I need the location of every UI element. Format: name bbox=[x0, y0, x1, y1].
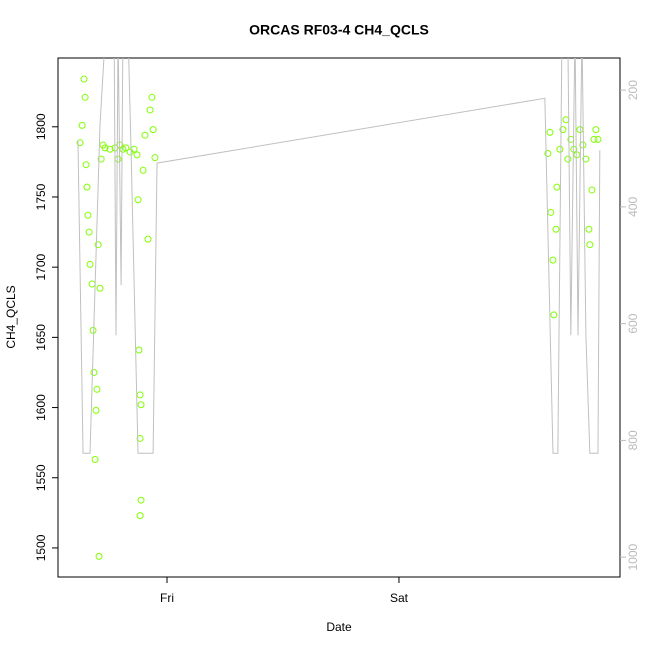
point bbox=[136, 512, 144, 520]
point bbox=[585, 225, 593, 233]
point bbox=[576, 126, 584, 134]
y2-tick-label: 200 bbox=[626, 80, 640, 100]
y2-tick-label: 1000 bbox=[626, 543, 640, 570]
point bbox=[89, 326, 97, 334]
point bbox=[137, 496, 145, 504]
point bbox=[144, 235, 152, 243]
point bbox=[564, 155, 572, 163]
point bbox=[82, 161, 90, 169]
point bbox=[586, 241, 594, 249]
x-axis-label: Date bbox=[326, 620, 352, 634]
point bbox=[149, 126, 157, 134]
point bbox=[95, 552, 103, 560]
point bbox=[136, 391, 144, 399]
point bbox=[133, 151, 141, 159]
point bbox=[559, 126, 567, 134]
point bbox=[114, 155, 122, 163]
point bbox=[550, 311, 558, 319]
y-tick-label: 1750 bbox=[34, 183, 48, 210]
point bbox=[141, 131, 149, 139]
y-tick-label: 1550 bbox=[34, 464, 48, 491]
point bbox=[136, 434, 144, 442]
point bbox=[552, 225, 560, 233]
point bbox=[101, 144, 109, 152]
point bbox=[544, 149, 552, 157]
point bbox=[134, 196, 142, 204]
point bbox=[582, 155, 590, 163]
point bbox=[91, 455, 99, 463]
point bbox=[588, 186, 596, 194]
y-tick-label: 1600 bbox=[34, 394, 48, 421]
point bbox=[94, 241, 102, 249]
point bbox=[135, 346, 143, 354]
point bbox=[579, 141, 587, 149]
point bbox=[93, 385, 101, 393]
y2-tick-label: 400 bbox=[626, 197, 640, 217]
point bbox=[96, 284, 104, 292]
point bbox=[83, 183, 91, 191]
point bbox=[78, 121, 86, 129]
point bbox=[151, 154, 159, 162]
plot-frame bbox=[57, 57, 621, 578]
y-tick-label: 1650 bbox=[34, 324, 48, 351]
point bbox=[80, 75, 88, 83]
point bbox=[573, 151, 581, 159]
point bbox=[590, 135, 598, 143]
point bbox=[139, 166, 147, 174]
point bbox=[594, 135, 602, 143]
point bbox=[547, 208, 555, 216]
point bbox=[137, 401, 145, 409]
point bbox=[81, 93, 89, 101]
point bbox=[90, 368, 98, 376]
x-tick-label: Sat bbox=[390, 591, 409, 605]
plot-area bbox=[76, 58, 602, 560]
point bbox=[88, 280, 96, 288]
point bbox=[86, 260, 94, 268]
point bbox=[556, 145, 564, 153]
point bbox=[562, 116, 570, 124]
point bbox=[106, 145, 114, 153]
y-tick-label: 1800 bbox=[34, 113, 48, 140]
point bbox=[85, 228, 93, 236]
point bbox=[553, 183, 561, 191]
y2-tick-label: 600 bbox=[626, 313, 640, 333]
point bbox=[76, 139, 84, 147]
point bbox=[148, 93, 156, 101]
x-tick-label: Fri bbox=[160, 591, 174, 605]
point bbox=[122, 144, 130, 152]
line-series bbox=[77, 58, 601, 454]
point bbox=[84, 211, 92, 219]
point bbox=[146, 106, 154, 114]
point bbox=[97, 155, 105, 163]
point bbox=[549, 256, 557, 264]
point bbox=[92, 406, 100, 414]
point bbox=[592, 126, 600, 134]
point bbox=[546, 128, 554, 136]
y-axis-label: CH4_QCLS bbox=[4, 285, 18, 348]
y2-tick-label: 800 bbox=[626, 430, 640, 450]
y-tick-label: 1700 bbox=[34, 254, 48, 281]
chart-title: ORCAS RF03-4 CH4_QCLS bbox=[249, 22, 429, 38]
y-tick-label: 1500 bbox=[34, 534, 48, 561]
